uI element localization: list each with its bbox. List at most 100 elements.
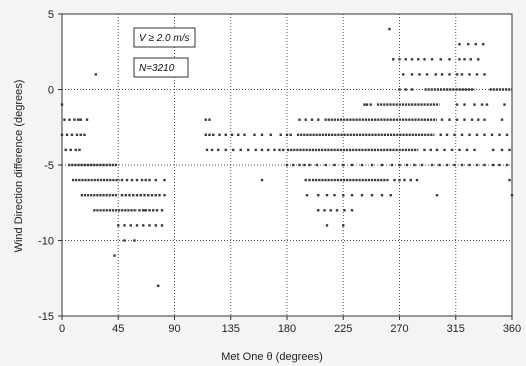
data-point (350, 163, 354, 167)
data-point (455, 118, 459, 121)
data-point (85, 118, 89, 121)
data-point (435, 194, 439, 197)
data-point (154, 194, 157, 197)
data-point (138, 209, 141, 212)
data-point (455, 103, 459, 106)
x-ticks: 0 45 90 135 180 225 270 315 360 (59, 316, 521, 335)
data-point (410, 58, 414, 61)
data-point (285, 163, 289, 167)
data-point (132, 194, 135, 197)
data-point (445, 133, 449, 136)
data-point (124, 194, 127, 197)
data-point (390, 163, 394, 167)
data-point (333, 163, 336, 167)
data-point (465, 148, 469, 152)
data-point (388, 27, 391, 31)
data-point (505, 163, 509, 167)
data-point (79, 133, 82, 136)
data-point (324, 163, 327, 167)
data-point (435, 148, 439, 152)
data-point (453, 133, 456, 136)
data-point (363, 103, 366, 106)
data-point (335, 209, 339, 212)
data-point (468, 133, 471, 136)
data-point (342, 163, 345, 167)
data-point (398, 178, 401, 182)
data-point (485, 103, 489, 106)
data-point (204, 133, 207, 136)
data-point (210, 148, 214, 152)
data-point (317, 209, 320, 212)
data-point (423, 58, 426, 61)
data-point (303, 163, 306, 167)
y-tick-label: -10 (38, 236, 54, 248)
data-point (317, 194, 320, 197)
data-point (260, 178, 264, 182)
data-point (147, 194, 150, 197)
data-point (370, 163, 374, 167)
data-point (410, 73, 414, 76)
data-point (500, 148, 504, 152)
data-point (79, 118, 82, 121)
data-point (439, 58, 442, 61)
annotation-box-speed: V ≥ 2.0 m/s (133, 27, 196, 48)
data-point (155, 209, 159, 212)
data-point (113, 254, 116, 257)
data-point (443, 148, 446, 152)
data-point (498, 133, 501, 136)
data-point (369, 103, 372, 106)
data-point (154, 224, 157, 227)
data-point (468, 163, 471, 167)
data-point (282, 148, 285, 152)
data-point (342, 194, 345, 197)
data-point (143, 194, 146, 197)
y-ticks: 5 0 -5 -10 -15 (38, 9, 62, 323)
data-point (483, 133, 486, 136)
x-axis-label: Met One θ (degrees) (221, 351, 323, 363)
data-point (475, 73, 479, 76)
data-point (139, 194, 142, 197)
data-point (285, 133, 289, 136)
data-point (152, 209, 155, 212)
data-point (417, 58, 420, 61)
data-point (135, 224, 139, 227)
data-point (160, 224, 164, 227)
data-point (468, 73, 471, 76)
data-point (75, 133, 79, 136)
data-point (503, 103, 506, 106)
data-point (483, 73, 486, 76)
data-point (260, 148, 264, 152)
annotation-speed: V ≥ 2.0 m/s (139, 33, 190, 44)
annotation-count: N=3210 (139, 63, 175, 74)
data-point (418, 73, 421, 76)
data-point (409, 178, 412, 182)
data-point (370, 194, 374, 197)
data-point (232, 148, 235, 152)
data-point (135, 194, 139, 197)
x-tick-label: 90 (168, 323, 180, 335)
data-point (217, 148, 220, 152)
x-tick-label: 0 (59, 323, 65, 335)
data-point (463, 103, 466, 106)
data-point (448, 118, 451, 121)
data-point (360, 163, 364, 167)
x-tick-label: 315 (447, 323, 465, 335)
data-point (65, 133, 69, 136)
data-point (239, 148, 242, 152)
data-point (243, 133, 246, 136)
data-point (254, 148, 257, 152)
data-point (317, 118, 320, 121)
data-point (445, 163, 449, 167)
data-point (140, 178, 144, 182)
data-point (429, 148, 432, 152)
y-tick-label: -5 (44, 160, 54, 172)
data-point (474, 43, 477, 46)
data-point (404, 88, 407, 91)
data-point (498, 163, 501, 167)
data-point (333, 194, 336, 197)
data-point (500, 118, 504, 121)
data-point (205, 148, 209, 152)
data-point (350, 209, 354, 212)
data-point (413, 163, 416, 167)
data-point (398, 163, 401, 167)
